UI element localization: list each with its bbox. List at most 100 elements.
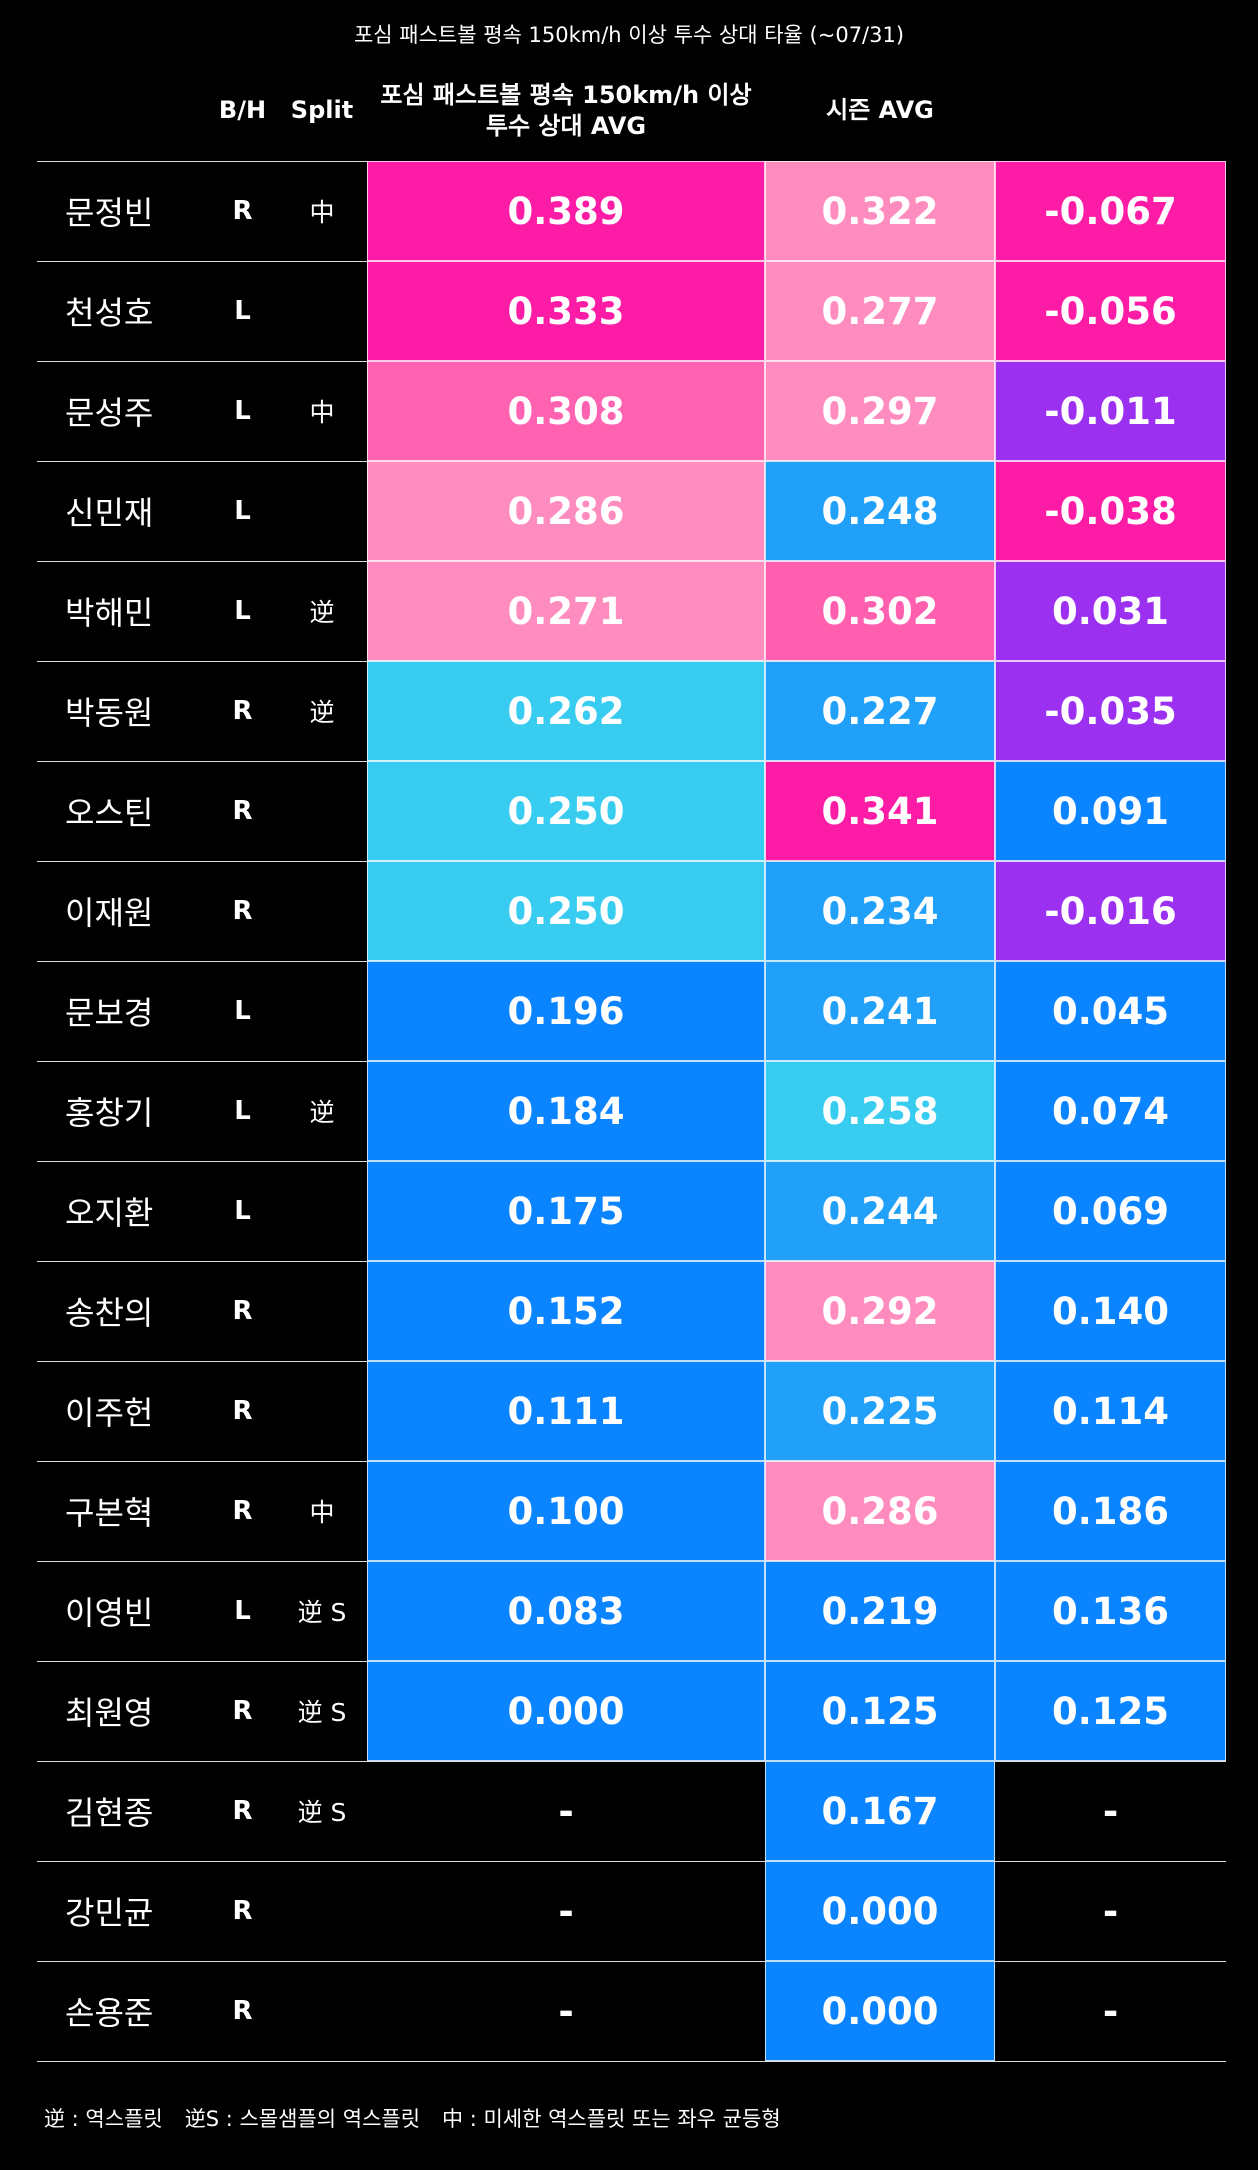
avg150-cell: 0.389 xyxy=(367,161,765,261)
split-cell xyxy=(277,1261,367,1361)
title: 포심 패스트볼 평속 150km/h 이상 투수 상대 타율 (~07/31) xyxy=(353,23,905,47)
bh-cell: L xyxy=(234,396,251,426)
legend-item: 逆S : 스몰샘플의 역스플릿 xyxy=(184,2107,421,2131)
season-cell: 0.258 xyxy=(765,1061,995,1161)
name-cell: 강민균 xyxy=(65,1894,154,1932)
diff-cell: - xyxy=(1102,1889,1119,1933)
legend-item: 中 : 미세한 역스플릿 또는 좌우 균등형 xyxy=(442,2107,781,2131)
avg150-cell: 0.286 xyxy=(367,461,765,561)
diff-cell: 0.031 xyxy=(995,561,1226,661)
avg150-cell: - xyxy=(558,1889,574,1933)
name-cell: 문성주 xyxy=(65,394,154,432)
split-cell: 中 xyxy=(309,198,335,227)
season-cell: 0.248 xyxy=(765,461,995,561)
season-cell: 0.000 xyxy=(765,1861,995,1961)
diff-cell: 0.114 xyxy=(995,1361,1226,1461)
split-cell: 逆 xyxy=(309,698,335,727)
diff-cell: -0.035 xyxy=(995,661,1226,761)
bh-cell: R xyxy=(232,196,253,226)
name-cell: 오스틴 xyxy=(65,794,154,832)
split-cell: 逆 xyxy=(309,598,335,627)
avg150-cell: 0.175 xyxy=(367,1161,765,1261)
season-cell: 0.297 xyxy=(765,361,995,461)
legend: 逆 : 역스플릿 逆S : 스몰샘플의 역스플릿 中 : 미세한 역스플릿 또는 좌… xyxy=(44,2098,781,2138)
season-cell: 0.341 xyxy=(765,761,995,861)
split-cell: 逆 S xyxy=(297,1598,347,1627)
diff-cell: -0.016 xyxy=(995,861,1226,961)
name-cell: 송찬의 xyxy=(65,1294,154,1332)
avg150-cell: - xyxy=(558,1789,574,1833)
season-cell: 0.302 xyxy=(765,561,995,661)
diff-cell: - xyxy=(1102,1989,1119,2033)
avg150-cell: 0.100 xyxy=(367,1461,765,1561)
bh-cell: R xyxy=(232,1396,253,1426)
season-cell: 0.000 xyxy=(765,1961,995,2061)
bh-cell: R xyxy=(232,1696,253,1726)
split-cell: 中 xyxy=(309,1498,335,1527)
split-cell: 逆 S xyxy=(297,1798,347,1827)
avg150-cell: 0.152 xyxy=(367,1261,765,1361)
season-cell: 0.241 xyxy=(765,961,995,1061)
split-cell: 中 xyxy=(309,398,335,427)
diff-cell: - xyxy=(1102,1789,1119,1833)
avg150-cell: 0.262 xyxy=(367,661,765,761)
name-cell: 최원영 xyxy=(65,1694,154,1732)
avg150-cell: 0.250 xyxy=(367,761,765,861)
split-cell xyxy=(277,861,367,961)
split-cell xyxy=(277,1361,367,1461)
season-cell: 0.277 xyxy=(765,261,995,361)
season-cell: 0.225 xyxy=(765,1361,995,1461)
split-cell xyxy=(277,1961,367,2061)
bh-cell: L xyxy=(234,996,251,1026)
avg150-cell: 0.250 xyxy=(367,861,765,961)
bh-cell: R xyxy=(232,1796,253,1826)
avg150-cell: 0.196 xyxy=(367,961,765,1061)
split-cell: 逆 xyxy=(309,1098,335,1127)
diff-cell: 0.045 xyxy=(995,961,1226,1061)
diff-cell: 0.140 xyxy=(995,1261,1226,1361)
diff-cell: -0.067 xyxy=(995,161,1226,261)
bh-cell: R xyxy=(232,1296,253,1326)
diff-cell: -0.056 xyxy=(995,261,1226,361)
split-cell: 逆 S xyxy=(297,1698,347,1727)
diff-cell: 0.136 xyxy=(995,1561,1226,1661)
header-split: Split xyxy=(290,96,354,125)
bh-cell: L xyxy=(234,1096,251,1126)
avg150-cell: 0.083 xyxy=(367,1561,765,1661)
season-cell: 0.322 xyxy=(765,161,995,261)
header-bh: B/H xyxy=(218,96,267,125)
name-cell: 천성호 xyxy=(65,294,154,332)
bh-cell: R xyxy=(232,796,253,826)
name-cell: 이영빈 xyxy=(65,1594,154,1632)
bh-cell: R xyxy=(232,896,253,926)
diff-cell: 0.125 xyxy=(995,1661,1226,1761)
season-cell: 0.244 xyxy=(765,1161,995,1261)
bh-cell: R xyxy=(232,1496,253,1526)
season-cell: 0.219 xyxy=(765,1561,995,1661)
bh-cell: L xyxy=(234,596,251,626)
bh-cell: L xyxy=(234,296,251,326)
diff-cell: 0.069 xyxy=(995,1161,1226,1261)
diff-cell: -0.011 xyxy=(995,361,1226,461)
split-cell xyxy=(277,1861,367,1961)
avg150-cell: - xyxy=(558,1989,574,2033)
diff-cell: 0.186 xyxy=(995,1461,1226,1561)
bh-cell: R xyxy=(232,696,253,726)
name-cell: 이주헌 xyxy=(65,1394,154,1432)
avg150-cell: 0.271 xyxy=(367,561,765,661)
split-cell xyxy=(277,961,367,1061)
avg150-cell: 0.000 xyxy=(367,1661,765,1761)
season-cell: 0.286 xyxy=(765,1461,995,1561)
season-cell: 0.292 xyxy=(765,1261,995,1361)
header-season: 시즌 AVG xyxy=(826,96,934,125)
avg150-cell: 0.333 xyxy=(367,261,765,361)
season-cell: 0.125 xyxy=(765,1661,995,1761)
diff-cell: -0.038 xyxy=(995,461,1226,561)
split-cell xyxy=(277,761,367,861)
season-cell: 0.167 xyxy=(765,1761,995,1861)
bh-cell: R xyxy=(232,1896,253,1926)
split-cell xyxy=(277,1161,367,1261)
name-cell: 신민재 xyxy=(65,494,154,532)
header-avg150: 포심 패스트볼 평속 150km/h 이상 투수 상대 AVG xyxy=(380,80,752,140)
